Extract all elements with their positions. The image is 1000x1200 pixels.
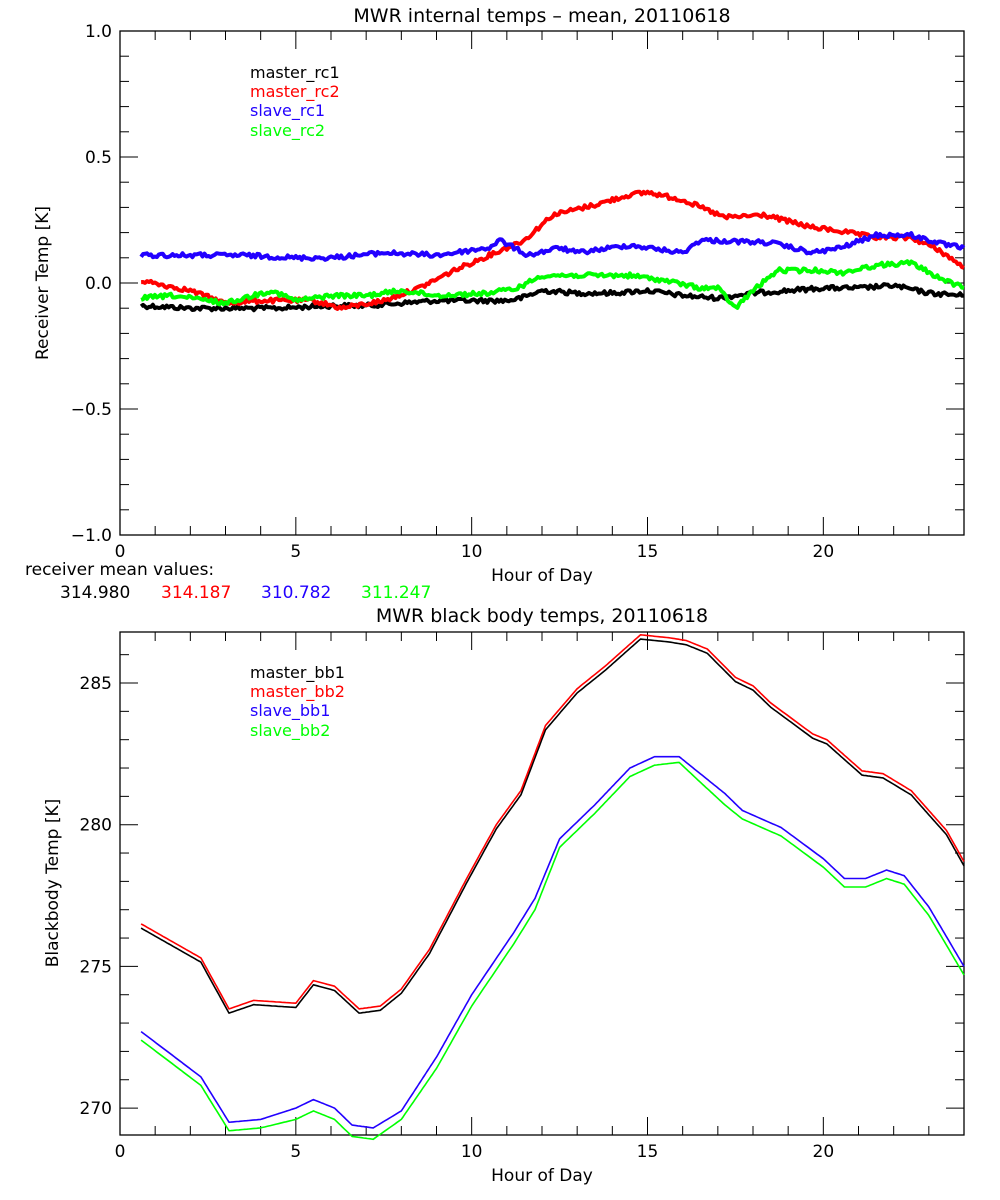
series-line-slave-bb1 <box>140 755 965 1129</box>
x-tick-label: 5 <box>290 542 301 562</box>
legend-slave-bb2: slave_bb2 <box>250 721 330 741</box>
y-tick-label: 285 <box>80 674 112 694</box>
y-tick-label: 280 <box>80 816 112 836</box>
plot1-title: MWR internal temps – mean, 20110618 <box>353 5 730 27</box>
receiver-mean-annotation: receiver mean values: 314.980 314.187 31… <box>25 560 431 603</box>
plot1-legend: master_rc1 master_rc2 slave_rc1 slave_rc… <box>250 63 340 141</box>
plot2-xlabel: Hour of Day <box>491 1166 593 1186</box>
plot-internal-temps: MWR internal temps – mean, 20110618 0 5 10… <box>25 5 966 603</box>
plot1-frame <box>119 30 965 536</box>
y-tick-label: 0.5 <box>85 148 112 168</box>
y-tick-label: 0.0 <box>85 274 112 294</box>
y-tick-label: 270 <box>80 1099 112 1119</box>
legend-master-rc2: master_rc2 <box>250 82 340 102</box>
plot1-series <box>139 189 966 313</box>
receiver-mean-label: receiver mean values: <box>25 560 214 580</box>
plot2-legend: master_bb1 master_bb2 slave_bb1 slave_bb… <box>250 663 345 741</box>
y-tick-label: 1.0 <box>85 22 112 42</box>
x-tick-label: 20 <box>813 1142 835 1162</box>
legend-master-bb1: master_bb1 <box>250 663 345 683</box>
x-tick-label: 0 <box>115 1142 126 1162</box>
plot-blackbody-temps: MWR black body temps, 20110618 0 5 10 15 20 2… <box>43 605 965 1186</box>
plot2-series <box>140 633 965 1141</box>
plot2-ticks: 0 5 10 15 20 270 275 280 285 <box>80 632 965 1162</box>
plot1-ticks: 0 5 10 15 20 −1.0 −0.5 0.0 0.5 1.0 <box>71 22 965 562</box>
y-tick-label: −0.5 <box>71 400 112 420</box>
plot2-frame <box>119 631 965 1136</box>
mean-value-slave-rc2: 311.247 <box>361 583 431 603</box>
series-line-master-rc2 <box>141 189 965 311</box>
legend-master-rc1: master_rc1 <box>250 63 340 83</box>
series-line-master-bb1 <box>140 638 965 1014</box>
legend-slave-rc2: slave_rc2 <box>250 121 325 141</box>
plot1-ylabel: Receiver Temp [K] <box>33 206 53 360</box>
series-line-master-rc1 <box>139 282 965 313</box>
series-line-master-bb2 <box>140 633 965 1010</box>
mean-value-master-rc2: 314.187 <box>161 583 231 603</box>
legend-master-bb2: master_bb2 <box>250 682 345 702</box>
x-tick-label: 15 <box>637 1142 659 1162</box>
plot1-xlabel: Hour of Day <box>491 566 593 586</box>
legend-slave-bb1: slave_bb1 <box>250 701 330 721</box>
x-tick-label: 20 <box>813 542 835 562</box>
plot2-ylabel: Blackbody Temp [K] <box>43 799 63 968</box>
mean-value-slave-rc1: 310.782 <box>261 583 331 603</box>
y-tick-label: −1.0 <box>71 526 112 546</box>
x-tick-label: 0 <box>115 542 126 562</box>
plot2-title: MWR black body temps, 20110618 <box>376 605 708 627</box>
x-tick-label: 10 <box>461 542 483 562</box>
series-line-slave-rc2 <box>140 259 965 310</box>
series-line-slave-rc1 <box>139 231 966 262</box>
series-line-slave-bb2 <box>140 761 965 1141</box>
x-tick-label: 10 <box>461 1142 483 1162</box>
mean-value-master-rc1: 314.980 <box>60 583 130 603</box>
x-tick-label: 15 <box>637 542 659 562</box>
y-tick-label: 275 <box>80 957 112 977</box>
legend-slave-rc1: slave_rc1 <box>250 101 325 121</box>
x-tick-label: 5 <box>290 1142 301 1162</box>
